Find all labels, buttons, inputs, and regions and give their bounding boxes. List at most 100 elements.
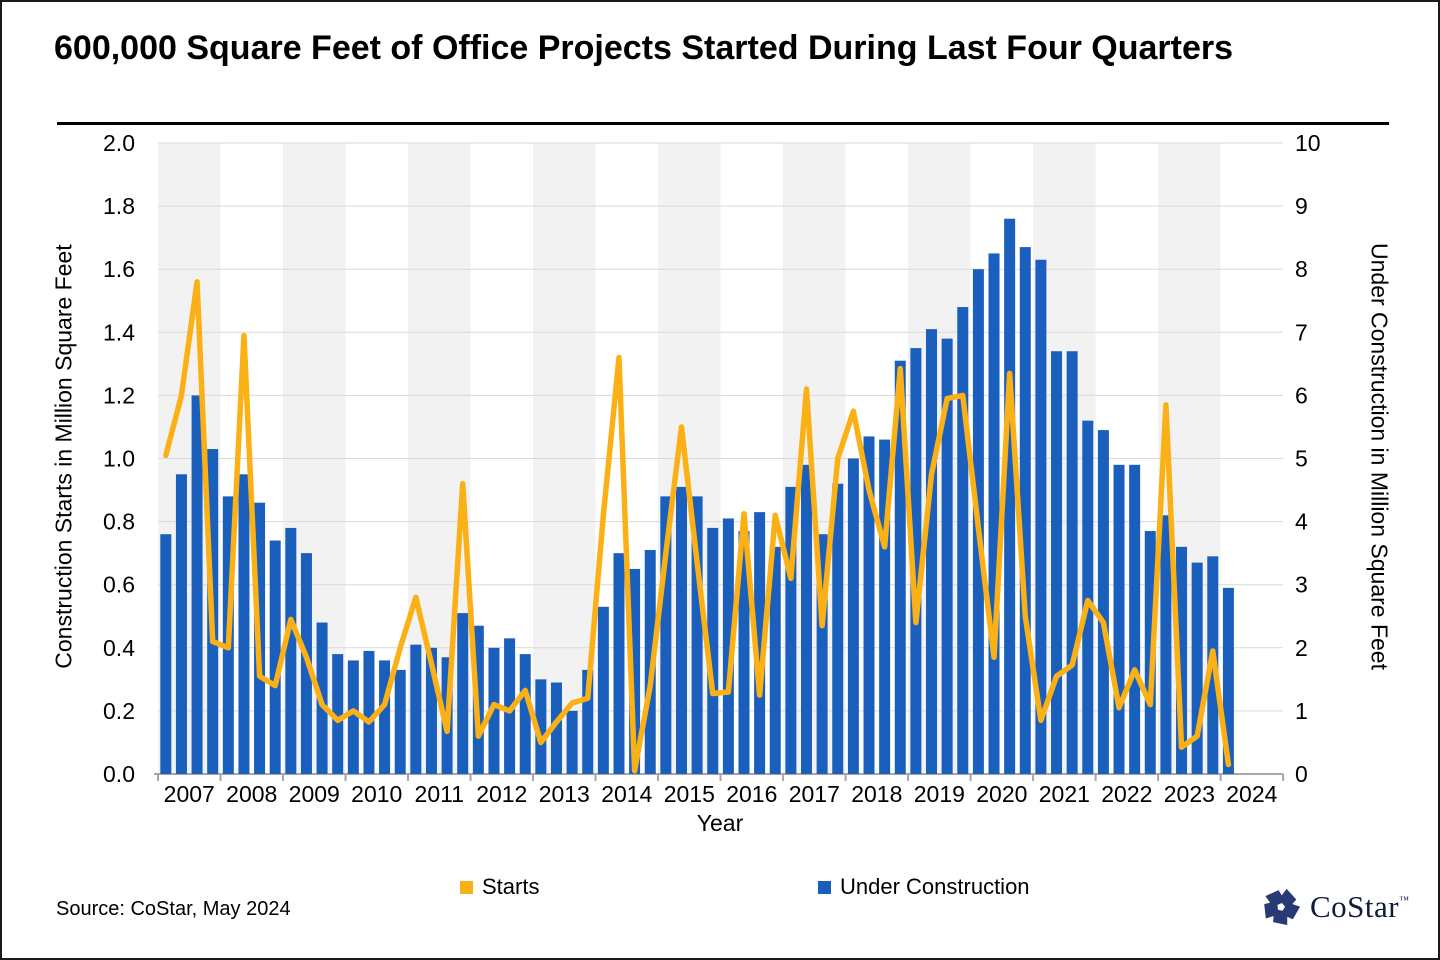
- bar: [457, 613, 469, 774]
- bar: [816, 534, 828, 774]
- bar: [754, 512, 766, 774]
- bar: [1222, 587, 1234, 774]
- bar: [535, 679, 547, 774]
- bar: [722, 518, 734, 774]
- svg-text:0.2: 0.2: [103, 698, 135, 724]
- svg-text:0.6: 0.6: [103, 572, 135, 598]
- bar: [488, 647, 500, 774]
- legend-item-starts: Starts: [460, 874, 539, 900]
- bar: [926, 329, 938, 774]
- bar: [566, 710, 578, 774]
- bar: [1066, 351, 1078, 774]
- svg-text:2019: 2019: [914, 781, 965, 807]
- bar: [347, 660, 359, 774]
- svg-text:9: 9: [1295, 193, 1308, 219]
- svg-text:2007: 2007: [164, 781, 215, 807]
- bar: [957, 307, 969, 774]
- bar: [1160, 515, 1172, 774]
- bar: [582, 669, 594, 774]
- bar: [941, 338, 953, 774]
- bar: [1097, 430, 1109, 774]
- svg-text:2014: 2014: [601, 781, 652, 807]
- source-note: Source: CoStar, May 2024: [56, 898, 291, 920]
- bar: [1176, 546, 1188, 774]
- svg-text:0.4: 0.4: [103, 635, 135, 661]
- bar: [800, 464, 812, 774]
- legend-under-construction-label: Under Construction: [840, 874, 1030, 899]
- bar: [691, 496, 703, 774]
- bar: [1129, 464, 1141, 774]
- svg-text:1.4: 1.4: [103, 319, 135, 345]
- bar: [660, 496, 672, 774]
- bar: [707, 527, 719, 774]
- svg-text:2021: 2021: [1039, 781, 1090, 807]
- bar: [1191, 562, 1203, 774]
- svg-text:4: 4: [1295, 509, 1308, 535]
- bar: [332, 654, 344, 774]
- bar: [504, 638, 516, 774]
- starts-swatch-icon: [460, 880, 473, 894]
- svg-text:7: 7: [1295, 319, 1308, 345]
- svg-text:3: 3: [1295, 572, 1308, 598]
- svg-text:1.8: 1.8: [103, 193, 135, 219]
- pinwheel-petal: [1265, 890, 1286, 907]
- svg-text:2009: 2009: [289, 781, 340, 807]
- bar: [644, 549, 656, 774]
- bar: [191, 395, 203, 774]
- svg-text:2022: 2022: [1101, 781, 1152, 807]
- right-axis-title: Under Construction in Million Square Fee…: [1366, 243, 1393, 670]
- svg-text:8: 8: [1295, 256, 1308, 282]
- bar: [363, 650, 375, 774]
- bar: [379, 660, 391, 774]
- chart-title: 600,000 Square Feet of Office Projects S…: [54, 29, 1234, 67]
- svg-text:2016: 2016: [726, 781, 777, 807]
- bar: [519, 654, 531, 774]
- costar-logo-text: CoStar™: [1310, 889, 1410, 924]
- svg-text:2020: 2020: [976, 781, 1027, 807]
- bar: [425, 647, 437, 774]
- bar: [988, 253, 1000, 775]
- svg-text:2012: 2012: [476, 781, 527, 807]
- trademark-symbol: ™: [1399, 895, 1410, 906]
- svg-text:2017: 2017: [789, 781, 840, 807]
- bar: [847, 458, 859, 774]
- bar: [1082, 420, 1094, 774]
- svg-text:0: 0: [1295, 761, 1308, 787]
- bar: [738, 531, 750, 774]
- svg-text:1.0: 1.0: [103, 446, 135, 472]
- bar: [863, 436, 875, 774]
- svg-text:2008: 2008: [226, 781, 277, 807]
- title-divider: [57, 122, 1389, 125]
- svg-text:2018: 2018: [851, 781, 902, 807]
- bar: [894, 360, 906, 774]
- bar: [910, 348, 922, 774]
- bar: [1113, 464, 1125, 774]
- bar: [675, 486, 687, 774]
- bar: [285, 527, 297, 774]
- bar: [160, 534, 172, 774]
- bar: [269, 540, 281, 774]
- bar: [1004, 218, 1016, 775]
- svg-text:2: 2: [1295, 635, 1308, 661]
- gridlines: [158, 142, 1283, 712]
- bar: [238, 474, 250, 774]
- svg-text:0.0: 0.0: [103, 761, 135, 787]
- bar: [550, 682, 562, 774]
- bar: [394, 669, 406, 774]
- bar: [613, 553, 625, 774]
- bar: [769, 546, 781, 774]
- svg-text:2010: 2010: [351, 781, 402, 807]
- svg-text:1: 1: [1295, 698, 1308, 724]
- bar: [785, 486, 797, 774]
- costar-logo: CoStar™: [1260, 886, 1409, 928]
- svg-text:0.8: 0.8: [103, 509, 135, 535]
- svg-text:6: 6: [1295, 382, 1308, 408]
- costar-pinwheel-icon: [1264, 888, 1301, 925]
- bar: [1019, 247, 1031, 775]
- bar: [597, 606, 609, 774]
- bar: [175, 474, 187, 774]
- legend-starts-label: Starts: [482, 874, 540, 899]
- bar: [629, 568, 641, 774]
